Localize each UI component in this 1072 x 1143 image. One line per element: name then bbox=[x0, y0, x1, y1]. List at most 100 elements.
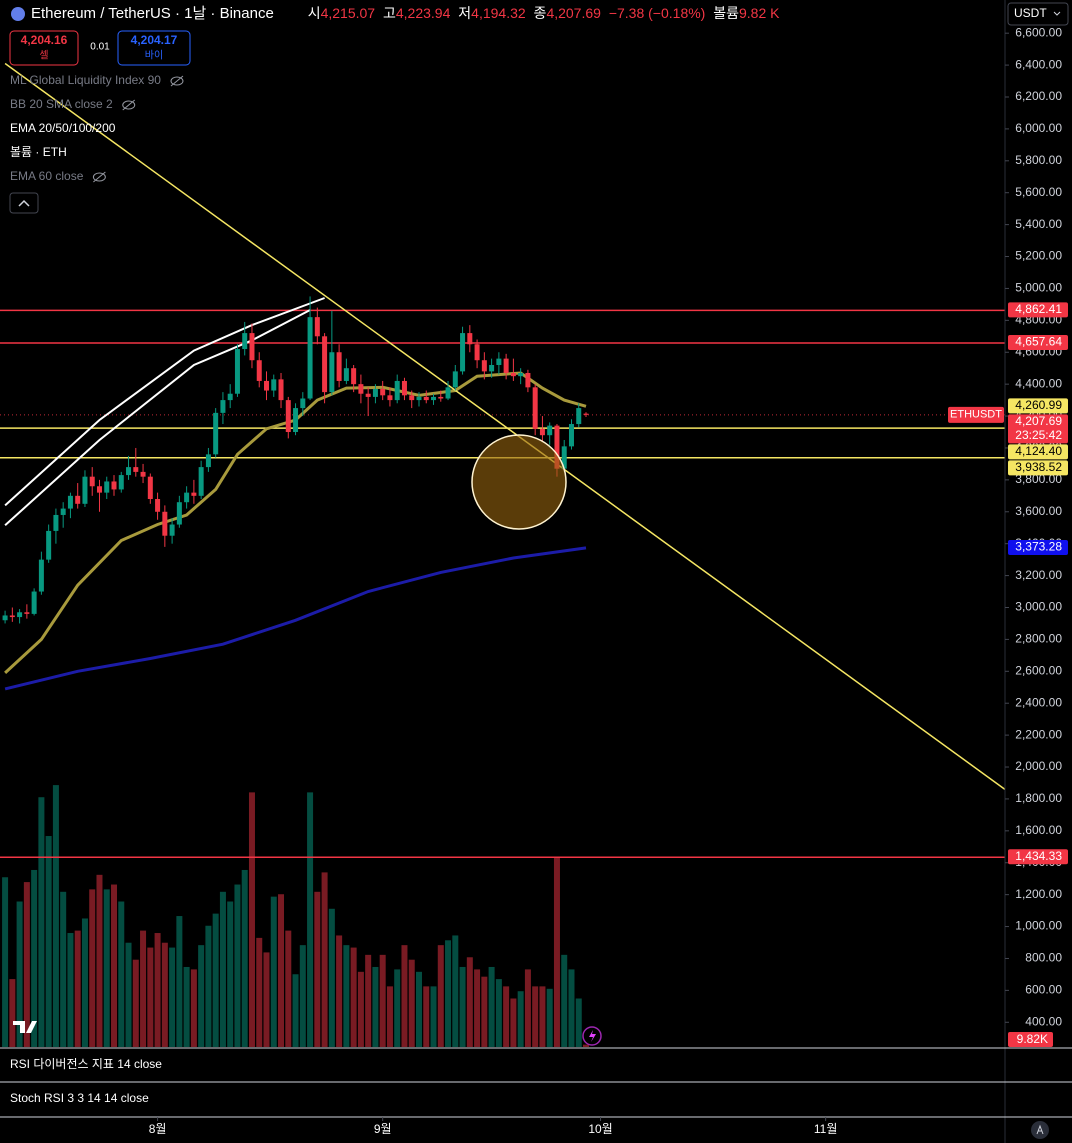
price-label-box bbox=[1008, 414, 1068, 444]
candle-body bbox=[184, 492, 190, 503]
pane-title: Stoch RSI 3 3 14 14 close bbox=[10, 1091, 149, 1105]
candle-body bbox=[314, 317, 320, 337]
volume-bar bbox=[452, 935, 459, 1047]
candle-body bbox=[358, 384, 364, 394]
volume-bar bbox=[16, 901, 23, 1047]
candle-body bbox=[191, 492, 197, 496]
y-tick-label: 3,800.00 bbox=[1015, 472, 1062, 486]
candle-body bbox=[126, 467, 132, 476]
volume-bar bbox=[169, 947, 176, 1047]
header: Ethereum / TetherUS · 1날 · Binance 시4,21… bbox=[31, 5, 780, 22]
candle-body bbox=[104, 481, 110, 493]
candle-body bbox=[249, 333, 255, 361]
volume-bar bbox=[270, 896, 277, 1047]
candle-body bbox=[568, 424, 574, 447]
indicator-line bbox=[4, 297, 325, 507]
sell-label[interactable]: 셀 bbox=[39, 50, 48, 62]
currency-box[interactable] bbox=[1007, 2, 1069, 26]
volume-bar bbox=[386, 986, 393, 1047]
collapse-box[interactable] bbox=[9, 192, 39, 214]
change: −7.38 (−0.18%) bbox=[609, 5, 706, 21]
candle-body bbox=[416, 396, 422, 401]
ohlc-value: 4,207.69 bbox=[546, 5, 601, 21]
alert-bolt bbox=[589, 1030, 596, 1042]
y-tick-label: 6,400.00 bbox=[1015, 57, 1062, 71]
volume-bar bbox=[161, 942, 168, 1047]
y-tick-label: 3,000.00 bbox=[1015, 600, 1062, 614]
candle-body bbox=[38, 559, 44, 592]
currency-select[interactable]: USDT bbox=[1007, 2, 1069, 26]
volume-bar bbox=[2, 877, 9, 1047]
y-tick-label: 2,800.00 bbox=[1015, 632, 1062, 646]
candle-body bbox=[300, 398, 306, 409]
candle-body bbox=[467, 333, 473, 345]
chevron-up[interactable] bbox=[18, 199, 30, 207]
volume-bar bbox=[23, 882, 30, 1047]
volume-bar bbox=[9, 979, 16, 1047]
buy-label[interactable]: 바이 bbox=[145, 50, 163, 62]
sell-button[interactable]: 4,204.16 셀 bbox=[9, 30, 79, 66]
auto-scale-button[interactable] bbox=[1031, 1121, 1049, 1139]
volume-bar bbox=[147, 947, 154, 1047]
candle-body bbox=[96, 486, 102, 493]
buy-price[interactable]: 4,204.17 bbox=[131, 33, 178, 47]
candle-body bbox=[278, 379, 284, 401]
volume-label-box bbox=[1008, 1032, 1053, 1047]
volume-bar bbox=[357, 971, 364, 1047]
volume-key: 볼륨 bbox=[713, 5, 739, 21]
price-label-box bbox=[1008, 335, 1068, 351]
buy-box[interactable] bbox=[117, 30, 191, 66]
price-label: 3,938.52 bbox=[1015, 460, 1062, 474]
volume-bar bbox=[241, 869, 248, 1047]
candle-body bbox=[111, 481, 117, 490]
candle-body bbox=[409, 395, 415, 401]
volume-bar bbox=[336, 935, 343, 1047]
volume-bar bbox=[553, 857, 560, 1047]
y-tick-label: 2,600.00 bbox=[1015, 663, 1062, 677]
sell-box[interactable] bbox=[9, 30, 79, 66]
candle-body bbox=[329, 352, 335, 393]
volume-bar bbox=[401, 945, 408, 1047]
candle-body bbox=[561, 446, 567, 469]
volume-bar bbox=[140, 930, 147, 1047]
volume-label: 9.82K bbox=[1017, 1032, 1048, 1046]
auto-scale-icon[interactable] bbox=[1036, 1124, 1044, 1135]
volume-bar bbox=[408, 959, 415, 1047]
currency[interactable]: USDT bbox=[1014, 6, 1047, 20]
candle-body bbox=[67, 495, 73, 509]
volume-bar bbox=[503, 986, 510, 1047]
candle-body bbox=[147, 476, 153, 500]
y-tick-label: 800.00 bbox=[1025, 951, 1062, 965]
candle-body bbox=[583, 413, 589, 415]
collapse-button[interactable] bbox=[9, 192, 39, 214]
candle-body bbox=[293, 408, 299, 433]
ohlc-key: 종 bbox=[534, 5, 547, 21]
candle-body bbox=[539, 428, 545, 436]
candle-body bbox=[510, 372, 516, 377]
volume-bar bbox=[111, 884, 118, 1047]
candle-body bbox=[9, 615, 15, 618]
candle-body bbox=[503, 358, 509, 373]
alert-icon[interactable] bbox=[582, 1026, 602, 1046]
volume-bar bbox=[459, 966, 466, 1047]
y-tick-label: 6,200.00 bbox=[1015, 89, 1062, 103]
hidden-eye-icon bbox=[92, 172, 106, 182]
pane-title: RSI 다이버전스 지표 14 close bbox=[10, 1057, 162, 1071]
candle-body bbox=[60, 508, 66, 515]
sell-price[interactable]: 4,204.16 bbox=[21, 33, 68, 47]
volume-bar bbox=[248, 792, 255, 1047]
candle-body bbox=[547, 425, 553, 436]
candle-body bbox=[285, 400, 291, 433]
ohlc-key: 고 bbox=[383, 5, 396, 21]
volume-bar bbox=[219, 891, 226, 1047]
y-tick-label: 4,400.00 bbox=[1015, 376, 1062, 390]
price-label: 4,124.40 bbox=[1015, 444, 1062, 458]
buy-button[interactable]: 4,204.17 바이 bbox=[117, 30, 191, 66]
volume-bar bbox=[256, 937, 263, 1047]
price-label: 4,260.99 bbox=[1015, 398, 1062, 412]
hidden-eye-slash bbox=[93, 171, 106, 183]
candle-body bbox=[242, 333, 248, 350]
chevron-down[interactable] bbox=[1053, 11, 1061, 16]
candle-body bbox=[198, 467, 204, 496]
